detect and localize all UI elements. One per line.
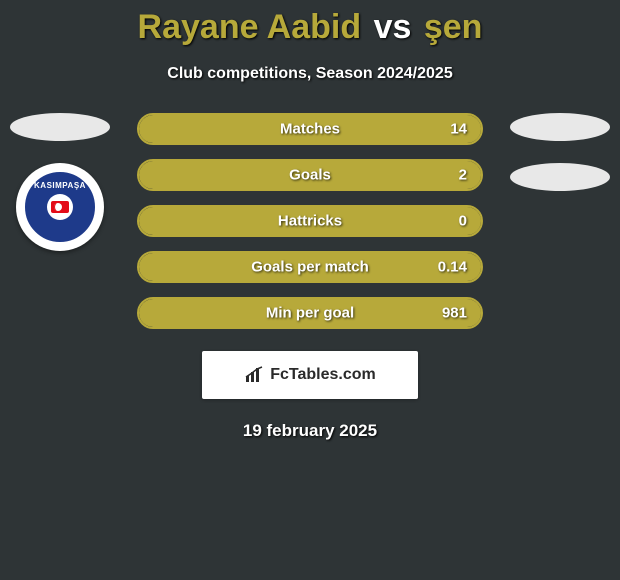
chart-area: KASIMPAŞA Matches 14 Goals 2 Hattricks 0 Goals… — [0, 113, 620, 329]
club-badge-inner: KASIMPAŞA — [25, 172, 95, 242]
stat-bar-label: Hattricks — [278, 213, 342, 230]
player2-avatar-placeholder — [510, 113, 610, 141]
brand-box: FcTables.com — [202, 351, 418, 399]
player1-name: Rayane Aabid — [138, 8, 362, 46]
stat-bar: Matches 14 — [137, 113, 483, 145]
vs-text: vs — [374, 8, 412, 46]
stat-bar-value: 981 — [442, 305, 467, 322]
player2-name: şen — [424, 8, 483, 46]
stat-bar: Goals 2 — [137, 159, 483, 191]
stat-bar: Hattricks 0 — [137, 205, 483, 237]
stat-bar: Min per goal 981 — [137, 297, 483, 329]
player2-club-placeholder — [510, 163, 610, 191]
stat-bar-label: Min per goal — [266, 305, 354, 322]
stat-bars: Matches 14 Goals 2 Hattricks 0 Goals per match… — [137, 113, 483, 329]
stat-bar-value: 0 — [459, 213, 467, 230]
stat-bar-value: 14 — [450, 121, 467, 138]
stat-bar-label: Matches — [280, 121, 340, 138]
club-badge-text: KASIMPAŞA — [34, 181, 86, 190]
club-badge-center — [47, 194, 73, 220]
right-column — [510, 113, 610, 213]
stat-bar-value: 2 — [459, 167, 467, 184]
stat-bar: Goals per match 0.14 — [137, 251, 483, 283]
player1-club-badge: KASIMPAŞA — [16, 163, 104, 251]
stat-bar-label: Goals per match — [251, 259, 369, 276]
player1-avatar-placeholder — [10, 113, 110, 141]
stat-bar-value: 0.14 — [438, 259, 467, 276]
subtitle: Club competitions, Season 2024/2025 — [0, 65, 620, 83]
title: Rayane Aabid vs şen — [0, 0, 620, 47]
left-column: KASIMPAŞA — [10, 113, 110, 251]
brand-text: FcTables.com — [270, 366, 376, 384]
club-flag-icon — [51, 201, 69, 213]
stat-bar-label: Goals — [289, 167, 331, 184]
chart-icon — [244, 366, 264, 384]
date-line: 19 february 2025 — [0, 421, 620, 441]
